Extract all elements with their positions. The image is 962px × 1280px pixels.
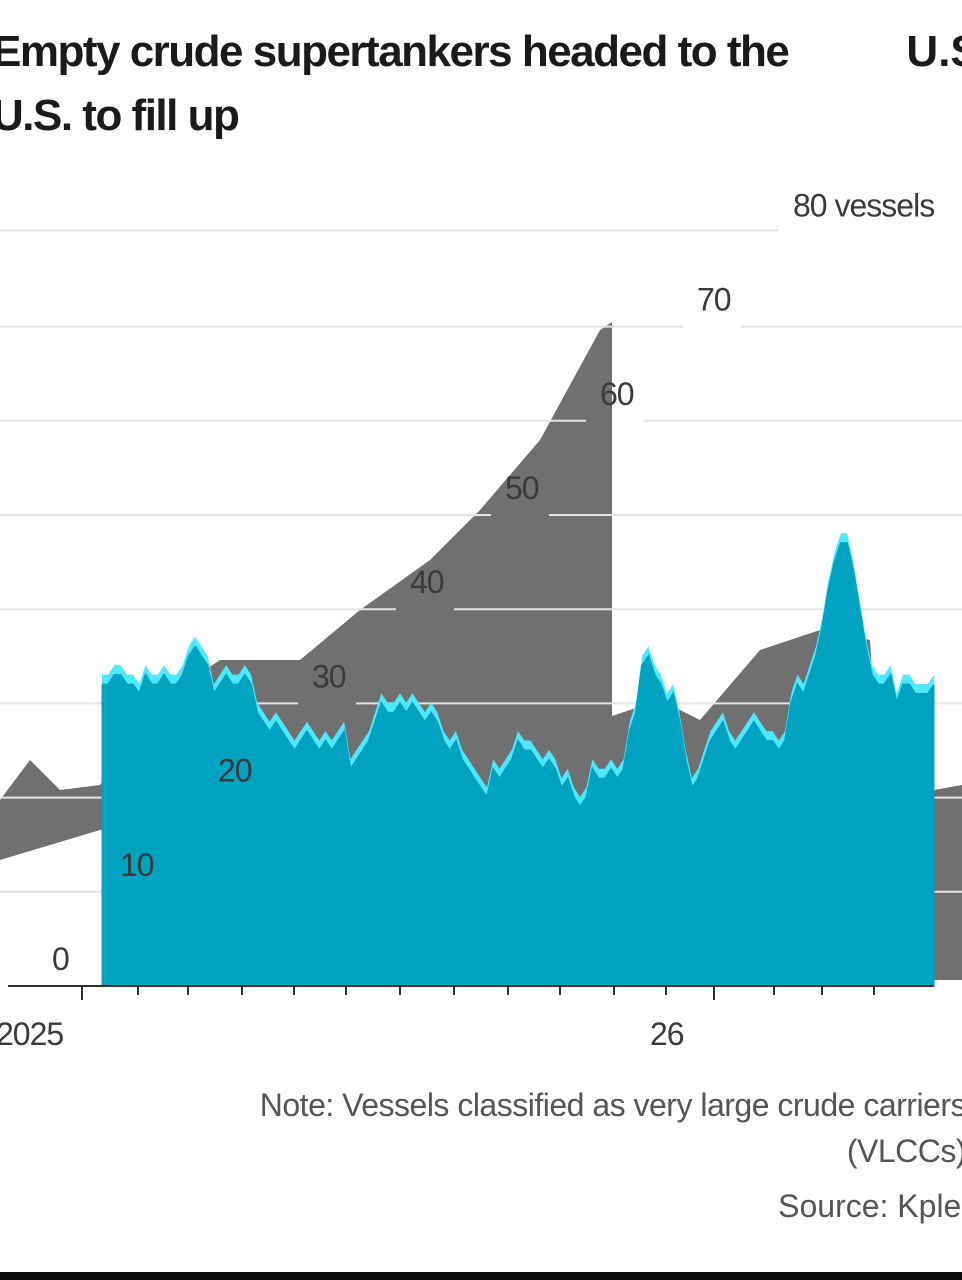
chart-title-overlay: U.S. [906,27,962,76]
chart-plot: 0 10 20 30 40 50 60 70 80 vessels 2025 26 [0,187,962,1052]
y-tick-labels: 0 10 20 30 40 50 60 70 80 vessels [52,187,935,977]
y-tick-label: 60 [600,376,634,412]
y-tick-label: 70 [697,282,731,318]
y-tick-label: 0 [52,941,69,977]
chart-note: Note: Vessels classified as very large c… [259,1087,962,1169]
y-tick-label: 30 [312,658,346,694]
y-tick-label: 80 vessels [793,187,934,223]
chart-source: Source: Kpler [778,1188,962,1224]
y-tick-label: 50 [505,470,539,506]
y-tick-label: 20 [218,753,252,789]
bottom-border [0,1272,962,1280]
y-tick-label: 40 [410,564,444,600]
y-tick-label: 10 [120,847,154,883]
x-tick-label: 2025 [0,1016,63,1052]
x-tick-label: 26 [650,1016,684,1052]
chart-title: Empty crude supertankers headed to the U… [0,27,790,140]
x-axis: 2025 26 [0,985,934,1052]
area-series [101,533,935,986]
